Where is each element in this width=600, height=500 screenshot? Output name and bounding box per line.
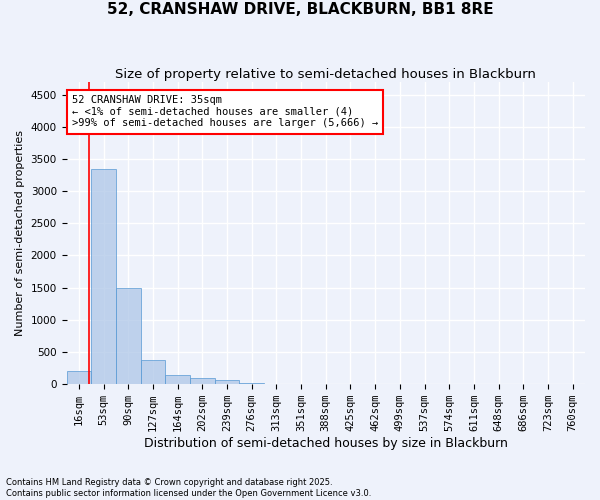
X-axis label: Distribution of semi-detached houses by size in Blackburn: Distribution of semi-detached houses by … — [144, 437, 508, 450]
Bar — [140, 360, 165, 384]
Text: Contains HM Land Registry data © Crown copyright and database right 2025.
Contai: Contains HM Land Registry data © Crown c… — [6, 478, 371, 498]
Text: 52 CRANSHAW DRIVE: 35sqm
← <1% of semi-detached houses are smaller (4)
>99% of s: 52 CRANSHAW DRIVE: 35sqm ← <1% of semi-d… — [72, 96, 378, 128]
Bar — [239, 383, 264, 384]
Bar — [67, 372, 91, 384]
Title: Size of property relative to semi-detached houses in Blackburn: Size of property relative to semi-detach… — [115, 68, 536, 80]
Bar — [190, 378, 215, 384]
Text: 52, CRANSHAW DRIVE, BLACKBURN, BB1 8RE: 52, CRANSHAW DRIVE, BLACKBURN, BB1 8RE — [107, 2, 493, 18]
Bar — [165, 374, 190, 384]
Bar — [91, 168, 116, 384]
Bar — [116, 288, 140, 384]
Y-axis label: Number of semi-detached properties: Number of semi-detached properties — [15, 130, 25, 336]
Bar — [215, 380, 239, 384]
